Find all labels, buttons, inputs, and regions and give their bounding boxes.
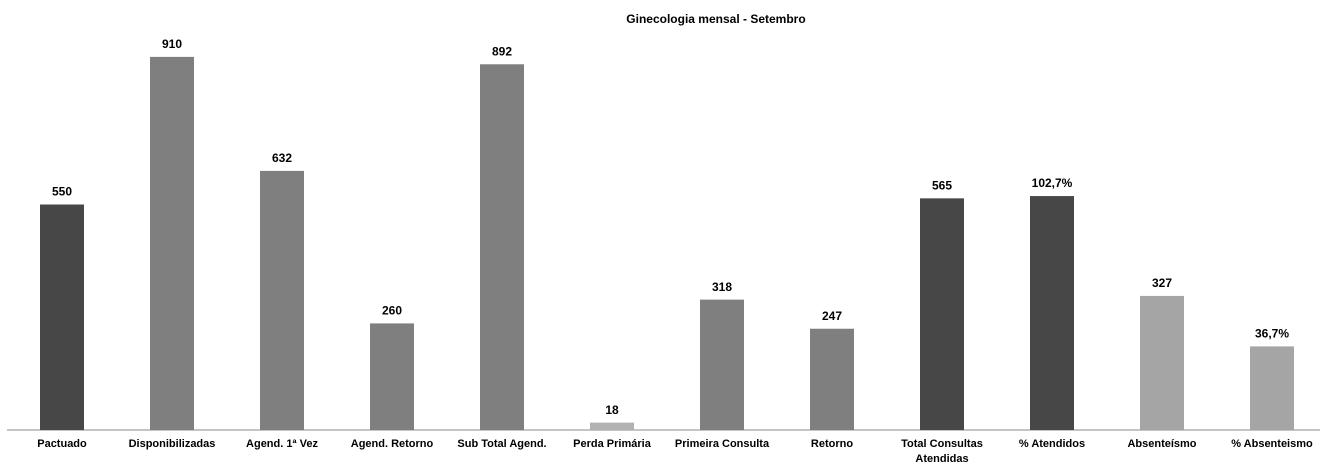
chart-title: Ginecologia mensal - Setembro [626, 12, 805, 26]
data-label: 18 [605, 403, 619, 417]
bar [920, 198, 964, 430]
x-tick-label: Sub Total Agend. [457, 438, 547, 450]
data-label: 247 [822, 309, 842, 323]
data-label: 892 [492, 44, 512, 58]
data-label: 565 [932, 179, 952, 193]
x-tick-label: Retorno [810, 438, 854, 450]
bar [700, 299, 744, 430]
x-tick-label: % Absenteismo [1231, 438, 1313, 450]
bar [480, 64, 524, 430]
data-label: 102,7% [1032, 176, 1073, 190]
bar [810, 328, 854, 430]
bar [1250, 346, 1294, 430]
x-tick-label: Primeira Consulta [674, 438, 770, 450]
bar [590, 422, 634, 430]
data-label: 260 [382, 304, 402, 318]
x-tick-label: Perda Primária [573, 438, 651, 450]
x-tick-label: Agend. Retorno [350, 438, 434, 450]
bar [260, 170, 304, 430]
x-tick-label: Pactuado [37, 438, 87, 450]
bar [1030, 196, 1074, 430]
data-label: 36,7% [1255, 327, 1289, 341]
data-label: 550 [52, 185, 72, 199]
bar [1140, 295, 1184, 430]
data-label: 632 [272, 151, 292, 165]
x-tick-label: Disponibilizadas [128, 438, 216, 450]
bar [40, 204, 84, 430]
data-label: 910 [162, 37, 182, 51]
bar [150, 56, 194, 431]
data-label: 327 [1152, 276, 1172, 290]
data-label: 318 [712, 280, 732, 294]
x-tick-label: Total Consultas Atendidas [901, 438, 983, 465]
bar [370, 323, 414, 430]
x-tick-label: Agend. 1ª Vez [246, 438, 318, 450]
x-tick-label: % Atendidos [1018, 438, 1086, 450]
x-tick-label: Absenteísmo [1127, 438, 1197, 450]
